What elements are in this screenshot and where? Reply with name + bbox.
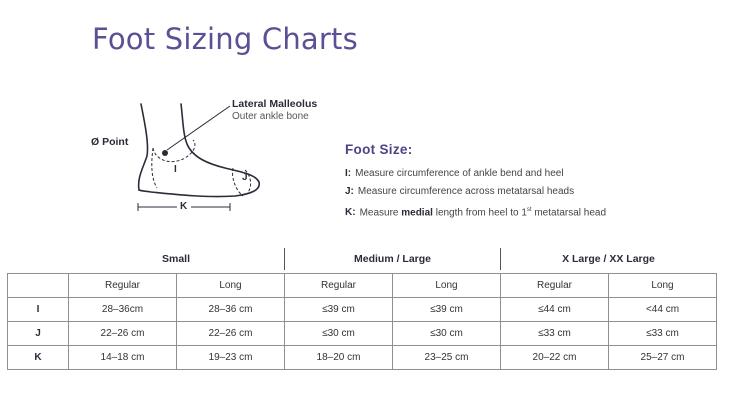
item-text-tail: metatarsal head — [531, 207, 607, 219]
group-medium-large: Medium / Large — [353, 253, 431, 265]
item-key: I: — [345, 168, 352, 179]
item-text: Measure circumference of ankle bend and … — [355, 168, 564, 179]
column-header: Long — [608, 273, 717, 298]
item-text: Measure — [359, 207, 402, 219]
table-cell: 14–18 cm — [68, 345, 177, 370]
outer-ankle-bone-label: Outer ankle bone — [232, 111, 309, 122]
table-row: J 22–26 cm 22–26 cm ≤30 cm ≤30 cm ≤33 cm… — [7, 321, 717, 346]
item-key: J: — [345, 186, 354, 197]
row-key: I — [7, 297, 69, 322]
foot-illustration — [137, 103, 260, 211]
column-header: Long — [176, 273, 285, 298]
group-divider — [284, 248, 285, 270]
table-cell: ≤30 cm — [284, 321, 393, 346]
size-group-headers: Small Medium / Large X Large / XX Large — [68, 248, 716, 270]
table-cell: ≤44 cm — [500, 297, 609, 322]
page-title: Foot Sizing Charts — [92, 22, 358, 56]
foot-size-item-k: K: Measure medial length from heel to 1st… — [345, 201, 606, 222]
table-cell: 22–26 cm — [176, 321, 285, 346]
table-row: I 28–36cm 28–36 cm ≤39 cm ≤39 cm ≤44 cm … — [7, 297, 717, 322]
foot-size-heading: Foot Size: — [345, 142, 413, 157]
i-marker-label: I — [174, 164, 177, 175]
table-cell: 28–36cm — [68, 297, 177, 322]
foot-diagram: Lateral Malleolus Outer ankle bone Ø Poi… — [85, 94, 335, 224]
table-cell: 23–25 cm — [392, 345, 501, 370]
corner-cell — [7, 273, 69, 298]
column-header: Regular — [68, 273, 177, 298]
group-divider — [500, 248, 501, 270]
table-cell: 22–26 cm — [68, 321, 177, 346]
item-key: K: — [345, 207, 356, 219]
table-cell: ≤39 cm — [284, 297, 393, 322]
foot-size-item-j: J: Measure circumference across metatarsa… — [345, 183, 606, 201]
table-cell: <44 cm — [608, 297, 717, 322]
item-emphasis: medial — [401, 207, 433, 219]
group-small: Small — [161, 253, 190, 265]
item-superscript: st — [526, 207, 532, 213]
table-cell: 18–20 cm — [284, 345, 393, 370]
table-cell: ≤33 cm — [500, 321, 609, 346]
column-header: Long — [392, 273, 501, 298]
table-cell: ≤30 cm — [392, 321, 501, 346]
k-marker-label: K — [180, 201, 188, 212]
table-cell: 19–23 cm — [176, 345, 285, 370]
j-marker-label: J — [242, 172, 248, 183]
row-key: K — [7, 345, 69, 370]
foot-size-item-i: I: Measure circumference of ankle bend an… — [345, 165, 606, 183]
item-text-cont: length from heel to 1 — [432, 207, 527, 219]
row-key: J — [7, 321, 69, 346]
table-row: K 14–18 cm 19–23 cm 18–20 cm 23–25 cm 20… — [7, 345, 717, 370]
table-header-row: Regular Long Regular Long Regular Long — [7, 273, 717, 298]
column-header: Regular — [500, 273, 609, 298]
foot-size-instructions: Foot Size: I: Measure circumference of an… — [345, 142, 606, 222]
lateral-malleolus-label: Lateral Malleolus — [232, 98, 318, 110]
table-cell: ≤33 cm — [608, 321, 717, 346]
table-cell: 20–22 cm — [500, 345, 609, 370]
group-xl-xxl: X Large / XX Large — [562, 253, 655, 265]
item-text: Measure circumference across metatarsal … — [357, 186, 575, 197]
column-header: Regular — [284, 273, 393, 298]
table-cell: 25–27 cm — [608, 345, 717, 370]
table-cell: 28–36 cm — [176, 297, 285, 322]
table-cell: ≤39 cm — [392, 297, 501, 322]
point-label: Ø Point — [91, 136, 129, 148]
sizing-table: Regular Long Regular Long Regular Long I… — [7, 273, 717, 370]
